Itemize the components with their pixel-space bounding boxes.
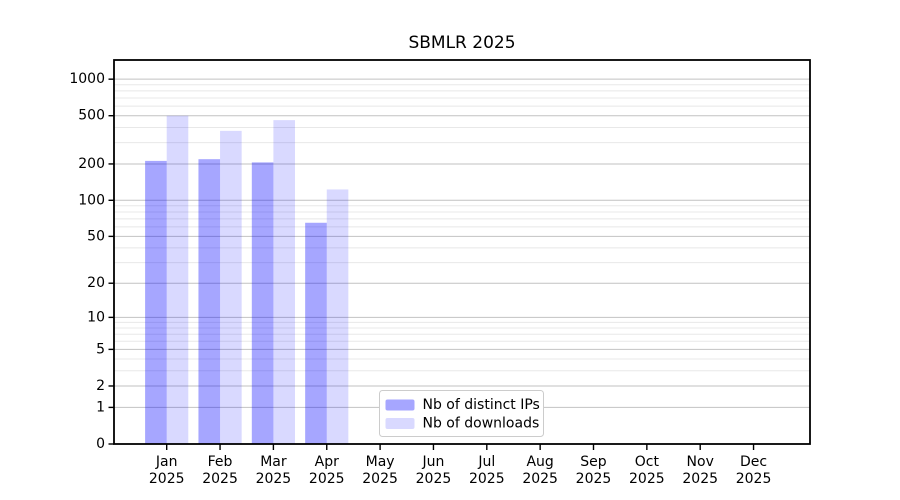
x-tick-label-month: Oct [635,454,660,470]
y-tick-label: 1000 [69,71,105,87]
y-tick-label: 5 [96,341,105,357]
x-tick-label-month: Feb [208,454,233,470]
bar-mar-downloads [273,120,295,445]
y-tick-label: 200 [78,156,105,172]
bar-jan-distinct-ips [145,160,167,445]
bar-feb-distinct-ips [198,159,221,444]
legend-swatch-downloads [385,418,415,429]
legend-label-downloads: Nb of downloads [423,416,540,432]
chart-title: SBMLR 2025 [408,33,516,53]
bar-jan-downloads [166,115,189,445]
x-tick-label-month: Aug [526,454,553,470]
bar-apr-distinct-ips [305,222,327,444]
x-tick-label-year: 2025 [256,471,292,487]
x-tick-label-month: Jul [477,454,495,470]
x-tick-label-month: Sep [580,454,607,470]
y-tick-label: 10 [87,309,105,325]
x-tick-label-month: Nov [687,454,714,470]
x-tick-label-year: 2025 [469,471,505,487]
bar-mar-distinct-ips [251,162,274,444]
x-tick-label-month: Jun [422,454,445,470]
x-tick-label-month: Jan [155,454,178,470]
legend-label-distinct-ips: Nb of distinct IPs [423,397,540,413]
x-tick-label-year: 2025 [309,471,345,487]
y-tick-label: 50 [87,228,105,244]
legend-swatch-distinct-ips [385,399,415,411]
x-tick-label-year: 2025 [736,471,772,487]
x-tick-label-month: Apr [315,454,339,470]
plot-box [113,59,811,445]
y-tick-label: 100 [78,192,105,208]
bar-feb-downloads [220,130,242,444]
x-tick-label-year: 2025 [416,471,452,487]
y-tick-label: 0 [96,436,105,452]
legend-box [379,390,544,437]
y-tick-label: 20 [87,275,105,291]
x-tick-label-year: 2025 [149,471,185,487]
y-tick-label: 2 [96,378,105,394]
x-tick-label-year: 2025 [576,471,612,487]
x-tick-label-year: 2025 [682,471,718,487]
x-tick-label-month: Mar [260,454,287,470]
x-tick-label-year: 2025 [362,471,398,487]
x-tick-label-year: 2025 [629,471,665,487]
x-tick-label-year: 2025 [522,471,558,487]
y-tick-label: 1 [96,399,105,415]
x-tick-label-month: Dec [740,454,767,470]
y-tick-label: 500 [78,108,105,124]
bar-apr-downloads [326,189,349,444]
x-tick-label-year: 2025 [202,471,238,487]
x-tick-label-month: May [366,454,395,470]
